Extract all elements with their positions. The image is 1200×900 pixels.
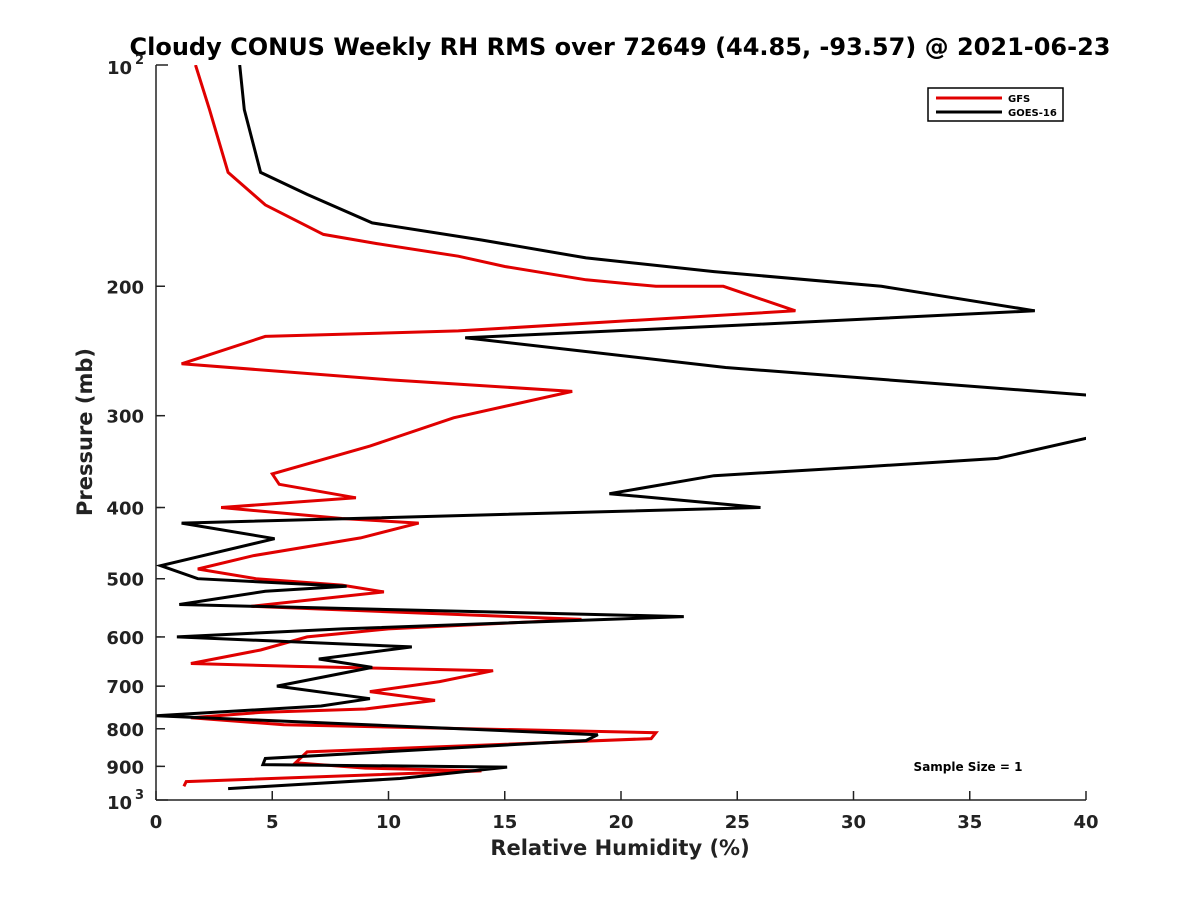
x-axis-label: Relative Humidity (%) [490, 836, 749, 860]
y-power-tick-label: 10 [107, 793, 132, 814]
legend-label: GFS [1008, 94, 1030, 105]
x-tick-label: 10 [376, 812, 401, 833]
y-axis-label: Pressure (mb) [73, 348, 97, 516]
y-tick-label: 400 [106, 499, 144, 520]
series-layer [156, 65, 1086, 791]
x-tick-label: 20 [608, 812, 633, 833]
chart-title: Cloudy CONUS Weekly RH RMS over 72649 (4… [130, 33, 1111, 61]
y-power-tick-exponent: 3 [135, 788, 144, 803]
y-tick-label: 900 [106, 757, 144, 778]
sample-size-annotation: Sample Size = 1 [914, 760, 1023, 774]
axes-layer: 0 5 10 15 20 25 30 35 40 200 300 400 500 600 700 800 900… [106, 53, 1098, 833]
y-tick-label: 500 [106, 570, 144, 591]
y-tick-label: 800 [106, 720, 144, 741]
x-tick-label: 40 [1073, 812, 1098, 833]
y-power-tick-exponent: 2 [135, 53, 144, 68]
series-line-goes-16 [156, 65, 1086, 791]
x-tick-label: 15 [492, 812, 517, 833]
y-tick-label: 600 [106, 628, 144, 649]
x-tick-label: 0 [150, 812, 163, 833]
legend-box [927, 87, 1064, 122]
x-tick-label: 35 [957, 812, 982, 833]
legend-label: GOES-16 [1008, 108, 1057, 119]
x-tick-label: 5 [266, 812, 279, 833]
y-tick-label: 300 [106, 407, 144, 428]
x-tick-label: 30 [841, 812, 866, 833]
legend: GFS GOES-16 [927, 87, 1064, 122]
y-power-tick-label: 10 [107, 58, 132, 79]
x-tick-label: 25 [725, 812, 750, 833]
y-tick-label: 200 [106, 277, 144, 298]
y-tick-label: 700 [106, 677, 144, 698]
